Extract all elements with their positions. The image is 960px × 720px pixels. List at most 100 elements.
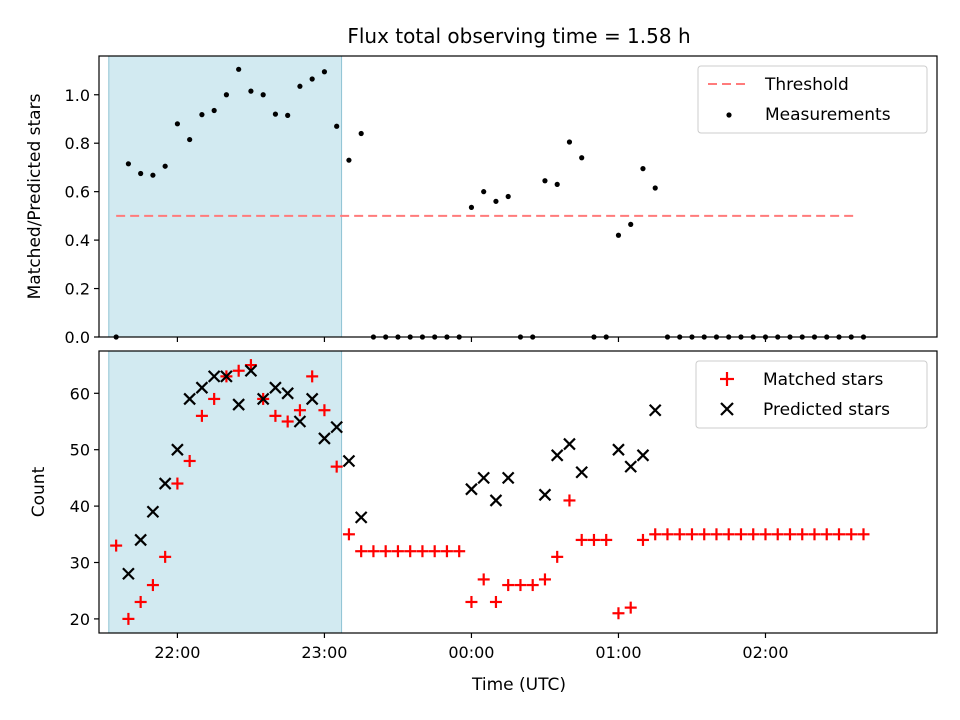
- measurement-point: [542, 178, 548, 184]
- x-axis-ticks-bottom: 22:00 23:00 00:00 01:00 02:00: [154, 633, 789, 662]
- predicted-star-stroke: [207, 370, 221, 383]
- matched-stars-points: [110, 359, 870, 625]
- measurement-point: [297, 83, 303, 89]
- predicted-star-point: [293, 415, 307, 428]
- predicted-star-stroke: [342, 454, 356, 468]
- predicted-star-point: [477, 471, 490, 485]
- predicted-star-stroke: [305, 392, 319, 406]
- measurement-point: [321, 69, 328, 75]
- matched-star-point: [416, 545, 429, 558]
- matched-star-point: [440, 545, 453, 558]
- y-tick-label: 60: [70, 384, 90, 403]
- measurement-point: [211, 107, 217, 114]
- y-axis-label-count: Count: [29, 466, 49, 517]
- predicted-star-stroke: [293, 415, 307, 428]
- measurement-point: [285, 112, 291, 118]
- matched-star-point: [269, 409, 282, 422]
- measurement-point: [481, 189, 487, 195]
- y-axis-ticks-bottom: 20 30 40 50 60: [70, 384, 99, 629]
- y-tick-label: 0.6: [65, 183, 90, 202]
- y-tick-label: 0.8: [65, 134, 90, 153]
- measurement-point: [174, 121, 181, 127]
- predicted-star-stroke: [122, 567, 135, 581]
- predicted-star-point: [171, 443, 184, 456]
- predicted-star-point: [244, 364, 258, 378]
- matched-star-point: [281, 415, 294, 428]
- matched-star-point: [404, 545, 417, 558]
- matched-star-point: [710, 528, 723, 541]
- legend-bottom: Matched stars Predicted stars: [695, 360, 928, 429]
- matched-star-point: [759, 528, 772, 541]
- matched-star-point: [453, 545, 466, 558]
- predicted-star-stroke: [195, 381, 209, 394]
- x-tick-label: 01:00: [595, 643, 641, 662]
- y-tick-label: 0.2: [65, 280, 90, 299]
- predicted-star-point: [342, 454, 356, 468]
- measurement-point: [628, 221, 634, 227]
- predicted-star-stroke: [563, 437, 576, 451]
- predicted-star-point: [305, 392, 319, 406]
- matched-star-point: [342, 528, 355, 541]
- ratio-panel: 0.0 0.2 0.4 0.6 0.8 1.0 Matched/Predicted sta…: [25, 55, 938, 347]
- matched-star-point: [551, 550, 564, 563]
- predicted-star-stroke: [330, 420, 343, 434]
- x-tick-label: 02:00: [742, 643, 788, 662]
- predicted-star-stroke: [158, 477, 172, 490]
- measurement-point: [468, 204, 475, 211]
- measurement-point: [652, 185, 658, 191]
- measurement-point: [579, 155, 585, 161]
- predicted-star-point: [538, 488, 552, 502]
- matched-star-point: [330, 460, 343, 473]
- x-tick-label: 00:00: [448, 643, 494, 662]
- matched-star-point: [612, 607, 625, 620]
- matched-legend-marker: [720, 372, 734, 386]
- predicted-star-point: [158, 477, 172, 490]
- matched-star-point: [208, 392, 221, 405]
- matched-star-point: [514, 579, 527, 592]
- predicted-star-stroke: [538, 488, 552, 502]
- matched-star-point: [820, 528, 833, 541]
- predicted-star-point: [269, 381, 282, 394]
- predicted-stars-points: [122, 364, 662, 581]
- measurement-point: [566, 139, 573, 145]
- matched-star-point: [232, 364, 245, 377]
- predicted-star-point: [122, 567, 135, 581]
- matched-star-point: [563, 494, 576, 507]
- measurement-point: [493, 198, 499, 204]
- matched-star-point: [391, 545, 404, 558]
- predicted-star-point: [648, 403, 662, 417]
- measurements-legend-label: Measurements: [765, 105, 891, 125]
- matched-star-point: [685, 528, 698, 541]
- matched-star-point: [502, 579, 515, 592]
- predicted-star-point: [195, 381, 209, 394]
- matched-star-point: [146, 579, 159, 592]
- legend-bottom-frame: [695, 360, 928, 429]
- predicted-star-stroke: [550, 449, 564, 462]
- measurement-point: [505, 193, 511, 200]
- predicted-star-stroke: [489, 494, 503, 507]
- threshold-legend-label: Threshold: [764, 75, 849, 95]
- y-tick-label: 0.4: [65, 231, 90, 250]
- measurement-point: [125, 161, 132, 167]
- matched-star-point: [673, 528, 686, 541]
- matched-star-point: [477, 573, 490, 586]
- predicted-star-point: [207, 370, 221, 383]
- predicted-star-stroke: [624, 460, 637, 473]
- count-panel-frame: [98, 350, 938, 634]
- legend-top: Threshold Measurements: [697, 65, 928, 134]
- matched-star-point: [367, 545, 380, 558]
- matched-star-point: [649, 528, 662, 541]
- measurement-point: [554, 181, 560, 187]
- matched-star-point: [722, 528, 735, 541]
- x-axis-ticks-top: [176, 337, 767, 342]
- predicted-star-stroke: [244, 364, 258, 378]
- measurement-point: [248, 88, 254, 94]
- predicted-star-point: [220, 370, 233, 383]
- predicted-legend-label: Predicted stars: [763, 400, 890, 420]
- matched-star-point: [808, 528, 821, 541]
- matched-star-point: [857, 528, 870, 541]
- matched-star-point: [428, 545, 441, 558]
- matched-star-point: [771, 528, 784, 541]
- predicted-star-stroke: [612, 443, 625, 456]
